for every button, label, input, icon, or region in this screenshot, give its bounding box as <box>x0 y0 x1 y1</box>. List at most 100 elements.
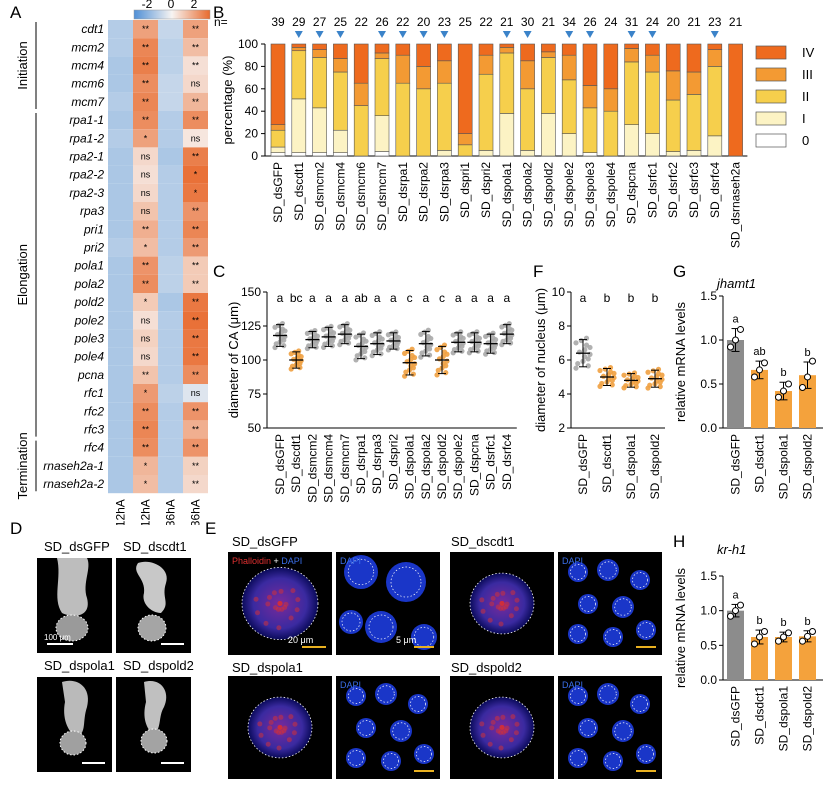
data-point <box>345 340 352 346</box>
data-point <box>775 637 782 645</box>
heatmap-cell <box>133 38 158 57</box>
significance-mark: ns <box>141 206 151 216</box>
phalloidin-spot <box>265 601 271 607</box>
significance-mark: ** <box>192 42 200 52</box>
scale-label: 100 μm <box>44 633 71 642</box>
data-point <box>404 359 410 365</box>
x-tick-label: SD_dspole4 <box>604 162 618 228</box>
stacked-bar-segment <box>312 152 327 157</box>
y-tick-label: 6 <box>558 353 565 367</box>
phalloidin-spot <box>479 597 485 603</box>
y-tick-label: 1.5 <box>700 569 717 583</box>
significance-mark: ** <box>192 243 200 253</box>
heatmap-cell <box>183 147 208 166</box>
stacked-bar-segment <box>645 43 660 56</box>
data-point <box>785 629 792 637</box>
stacked-bar-segment <box>333 152 348 157</box>
n-count: 26 <box>375 15 389 29</box>
x-tick-label: SD_dspola1 <box>624 434 638 500</box>
significance-mark: ** <box>142 261 150 271</box>
gene-label: pri1 <box>83 222 104 236</box>
heatmap-cell <box>158 38 183 57</box>
x-tick-label: SD_dspri1 <box>458 162 472 218</box>
gene-label: rpa2-2 <box>69 168 104 182</box>
significance-triangle <box>294 31 303 38</box>
n-count: 23 <box>708 15 722 29</box>
x-tick-label: SD_dsmcm4 <box>333 162 347 231</box>
gene-label: rpa1-1 <box>69 113 104 127</box>
n-count: 21 <box>542 15 556 29</box>
data-point <box>370 349 377 355</box>
n-count: 23 <box>438 15 452 29</box>
phalloidin-spot <box>278 714 284 720</box>
data-point <box>387 344 393 350</box>
stacked-bar-segment <box>395 54 411 84</box>
phalloidin-spot <box>255 610 261 616</box>
x-tick-label: SD_dspold2 <box>801 434 815 500</box>
heatmap-cell <box>133 438 158 457</box>
group-label: Initiation <box>15 41 30 89</box>
phalloidin-spot <box>258 732 264 738</box>
panel-letter-f: F <box>533 262 544 281</box>
heatmap-cell <box>158 384 183 403</box>
n-count: 21 <box>687 15 701 29</box>
phalloidin-spot <box>494 591 500 597</box>
nucleus <box>568 686 588 706</box>
heatmap-cell <box>158 74 183 93</box>
significance-letter: b <box>780 617 786 629</box>
heatmap-cell <box>158 311 183 330</box>
data-point <box>272 324 278 330</box>
heatmap-cell <box>108 402 133 421</box>
phalloidin-spot <box>514 721 520 727</box>
data-point <box>648 375 655 381</box>
heatmap-cell <box>133 111 158 130</box>
dapi-label: DAPI <box>562 680 583 690</box>
stacked-bar-segment <box>728 43 743 157</box>
phalloidin-spot <box>510 590 516 596</box>
x-tick-label: SD_dspola1 <box>777 686 791 752</box>
stacked-bar-segment <box>291 47 307 52</box>
nucleus-outline <box>632 696 648 712</box>
nucleus-outline <box>580 720 596 736</box>
data-point <box>633 384 639 390</box>
heatmap-cell <box>158 329 183 348</box>
significance-letter: b <box>804 616 810 628</box>
significance-mark: ** <box>142 97 150 107</box>
nucleus-outline <box>632 572 648 588</box>
y-tick-label: 100 <box>241 353 261 367</box>
significance-mark: ** <box>192 370 200 380</box>
phalloidin-spot <box>498 745 504 751</box>
heatmap-cell <box>133 129 158 148</box>
significance-triangle <box>336 31 345 38</box>
y-tick-label: 40 <box>245 104 259 118</box>
data-point <box>375 343 382 350</box>
significance-mark: ** <box>142 279 150 289</box>
y-tick-label: 0.5 <box>700 638 717 652</box>
scale-label: 20 μm <box>288 635 313 645</box>
phalloidin-spot <box>263 620 269 626</box>
significance-letter: a <box>374 291 381 305</box>
data-point <box>273 341 279 347</box>
significance-letter: a <box>325 291 332 305</box>
significance-mark: ** <box>192 443 200 453</box>
x-tick-label: SD_dspola2 <box>419 434 433 500</box>
heatmap-cell <box>133 329 158 348</box>
n-count: 21 <box>500 15 514 29</box>
significance-letter: a <box>732 314 739 326</box>
data-point <box>507 340 514 346</box>
stacked-bar-segment <box>457 43 473 134</box>
nucleus <box>612 596 634 618</box>
significance-mark: ** <box>142 443 150 453</box>
gene-label: pcna <box>77 368 104 382</box>
stacked-bar-segment <box>603 110 619 157</box>
bar <box>799 636 816 680</box>
bar <box>751 637 768 680</box>
heatmap-cell <box>108 202 133 221</box>
y-tick-label: 8 <box>558 319 565 333</box>
data-point <box>450 332 456 338</box>
nucleus-outline <box>638 746 654 762</box>
phalloidin-spot <box>277 601 283 606</box>
heatmap-cell <box>133 256 158 275</box>
data-point <box>499 324 505 330</box>
gene-label: mcm7 <box>71 95 105 109</box>
